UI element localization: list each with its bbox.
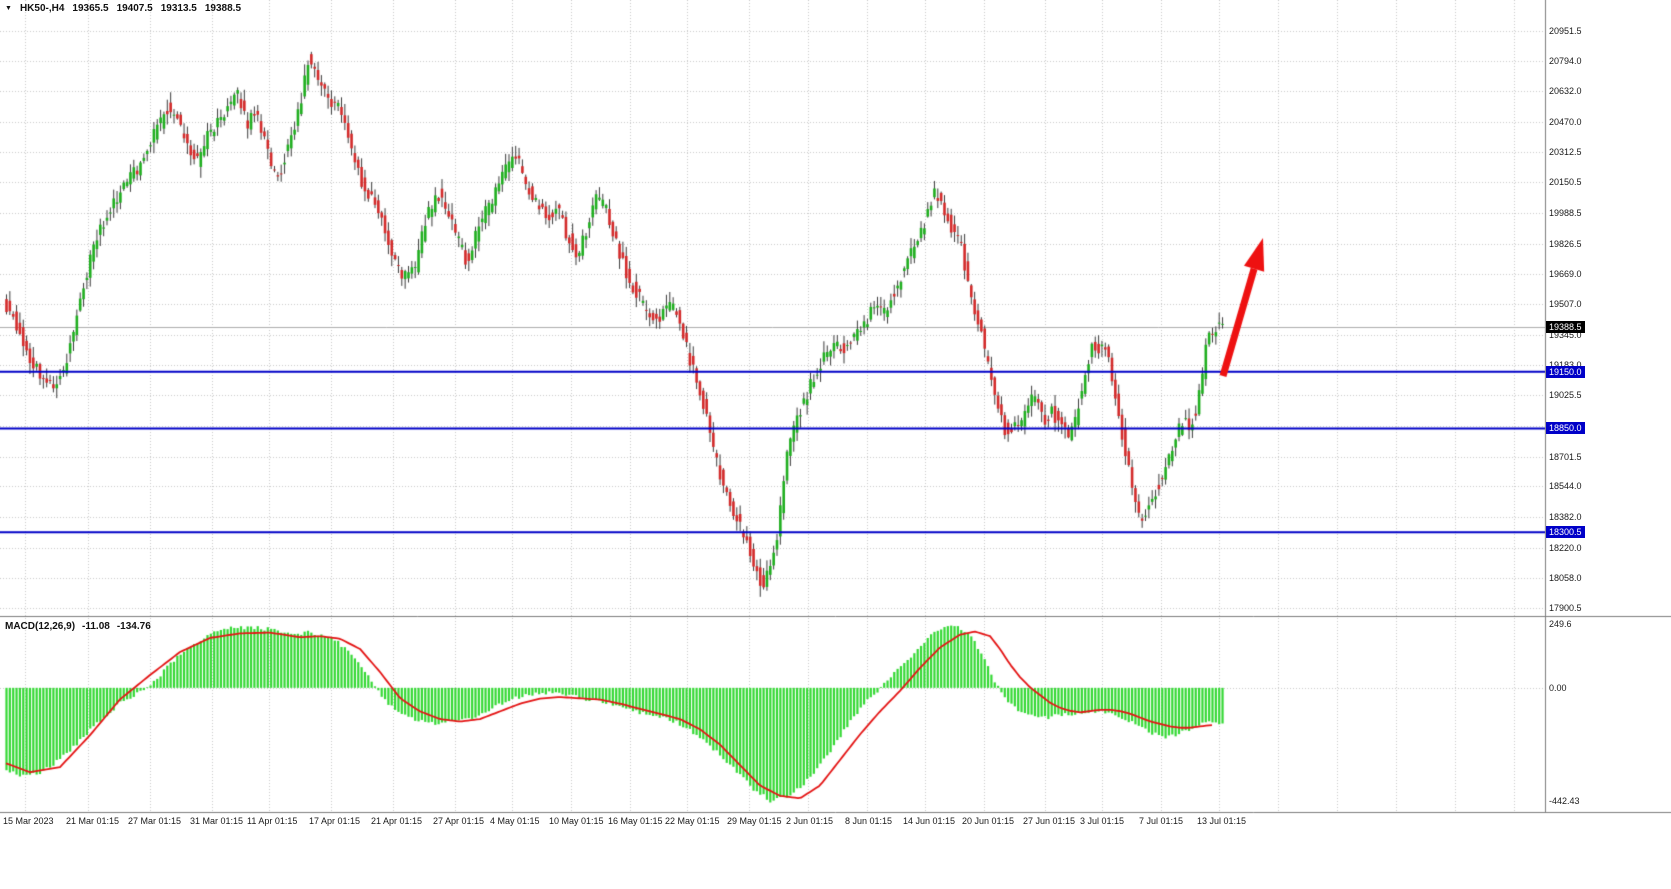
date-axis-label: 22 May 01:15 — [665, 816, 720, 826]
price-axis-tick: 19988.5 — [1549, 208, 1582, 219]
price-axis-tick: 19826.5 — [1549, 238, 1582, 249]
price-axis-tick: 20632.0 — [1549, 86, 1582, 97]
price-axis-tick: 19345.0 — [1549, 329, 1582, 340]
date-axis-label: 15 Mar 2023 — [3, 816, 54, 826]
price-axis-tick: 19025.5 — [1549, 390, 1582, 401]
price-axis-tick: 19669.0 — [1549, 268, 1582, 279]
current-price-badge: 19388.5 — [1546, 320, 1585, 333]
symbol-dropdown-icon[interactable]: ▼ — [5, 4, 12, 12]
date-axis-label: 14 Jun 01:15 — [903, 816, 956, 826]
date-axis-label: 4 May 01:15 — [490, 816, 540, 826]
price-axis-tick: 20312.5 — [1549, 146, 1582, 157]
price-axis-tick: 19183.0 — [1549, 360, 1582, 370]
price-axis-tick: 18382.0 — [1549, 511, 1582, 522]
date-axis-label: 29 May 01:15 — [727, 816, 782, 826]
date-axis-label: 3 Jul 01:15 — [1080, 816, 1125, 826]
date-axis-label: 21 Apr 01:15 — [371, 816, 423, 826]
date-axis-label: 13 Jul 01:15 — [1197, 816, 1247, 826]
price-axis-tick: 20470.0 — [1549, 117, 1582, 128]
macd-name: MACD(12,26,9) — [5, 621, 76, 632]
level-price-badge: 18300.5 — [1546, 526, 1585, 539]
chart-ohlc-header: ▼ HK50-,H4 19365.5 19407.5 19313.5 19388… — [5, 3, 241, 14]
date-axis-label: 20 Jun 01:15 — [962, 816, 1015, 826]
ohlc-open-value: 19365.5 — [72, 3, 109, 14]
price-axis-tick: 18701.5 — [1549, 451, 1582, 462]
date-axis-label: 16 May 01:15 — [608, 816, 663, 826]
ohlc-high-value: 19407.5 — [116, 3, 153, 14]
price-axis-tick: 18220.0 — [1549, 542, 1582, 553]
macd-axis-tick: -442.43 — [1549, 796, 1580, 806]
date-axis-label: 27 Apr 01:15 — [433, 816, 485, 826]
price-axis-tick: 20150.5 — [1549, 177, 1582, 188]
date-axis-label: 27 Mar 01:15 — [128, 816, 182, 826]
ohlc-close-value: 19388.5 — [204, 3, 242, 14]
date-axis-label: 21 Mar 01:15 — [66, 816, 120, 826]
date-axis-label: 31 Mar 01:15 — [190, 816, 244, 826]
date-axis-label: 7 Jul 01:15 — [1139, 816, 1184, 826]
price-axis-tick: 20794.0 — [1549, 55, 1582, 66]
price-axis-tick: 18058.0 — [1549, 573, 1582, 584]
macd-main-value: -11.08 — [82, 621, 110, 632]
date-axis-label: 8 Jun 01:15 — [845, 816, 893, 826]
ohlc-low-value: 19313.5 — [160, 3, 197, 14]
price-axis-tick: 17900.5 — [1549, 603, 1582, 613]
date-axis-label: 2 Jun 01:15 — [786, 816, 834, 826]
macd-indicator-label: MACD(12,26,9) -11.08 -134.76 — [5, 621, 151, 632]
macd-signal-value: -134.76 — [116, 621, 151, 632]
date-axis-label: 11 Apr 01:15 — [247, 816, 298, 826]
date-axis-label: 17 Apr 01:15 — [309, 816, 361, 826]
level-price-badge: 18850.0 — [1546, 422, 1585, 435]
price-axis-tick: 20951.5 — [1549, 26, 1582, 36]
macd-axis-tick: 0.00 — [1549, 682, 1567, 693]
symbol-timeframe-label: HK50-,H4 — [19, 3, 65, 14]
date-axis-label: 10 May 01:15 — [549, 816, 604, 826]
price-axis-tick: 19507.0 — [1549, 299, 1582, 310]
date-axis-label: 27 Jun 01:15 — [1023, 816, 1076, 826]
macd-axis-tick: 249.6 — [1549, 619, 1572, 629]
price-axis-tick: 18544.0 — [1549, 481, 1582, 492]
level-price-badge: 19150.0 — [1546, 365, 1585, 378]
